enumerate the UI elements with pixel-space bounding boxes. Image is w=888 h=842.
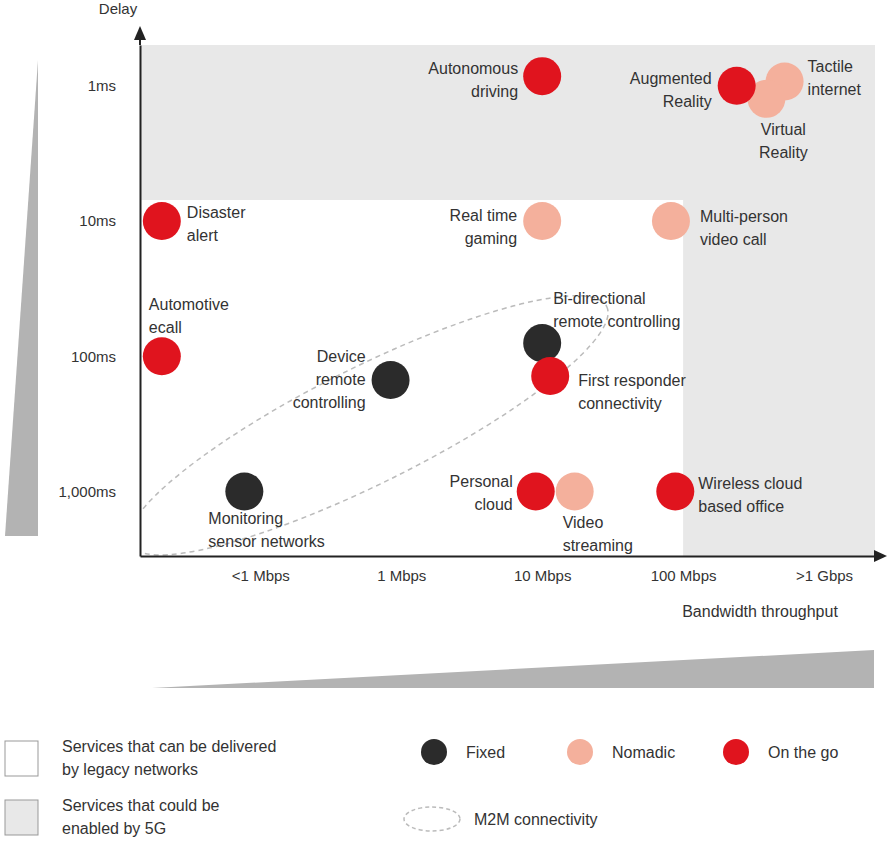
x-tick: 1 Mbps bbox=[377, 556, 426, 584]
point-label: Wireless cloud bbox=[698, 475, 802, 492]
legend-label: Services that could be bbox=[62, 797, 220, 814]
point-label: Tactile bbox=[808, 58, 853, 75]
point-label: connectivity bbox=[578, 395, 662, 412]
x-axis-line bbox=[141, 556, 876, 558]
point-label: driving bbox=[471, 83, 518, 100]
chart-container: Device remote controlling Bi-directional rem… bbox=[0, 0, 888, 842]
y-tick: 10ms bbox=[79, 212, 140, 229]
y-tick-label: 100ms bbox=[71, 348, 116, 365]
legend-label: M2M connectivity bbox=[474, 811, 598, 828]
point-label: gaming bbox=[465, 230, 517, 247]
x-tick: <1 Mbps bbox=[232, 556, 290, 584]
points bbox=[143, 57, 804, 510]
legend-label: enabled by 5G bbox=[62, 820, 166, 837]
legend-ellipse bbox=[404, 807, 460, 831]
point-label: Bi-directional bbox=[553, 290, 645, 307]
point bbox=[656, 472, 694, 510]
x-tick-label: 100 Mbps bbox=[651, 567, 717, 584]
chart-svg: Device remote controlling Bi-directional rem… bbox=[0, 0, 888, 842]
y-axis: 1ms 10ms 100ms 1,000ms bbox=[58, 46, 140, 557]
x-axis: <1 Mbps 1 Mbps 10 Mbps 100 Mbps >1 Gbps bbox=[141, 556, 876, 584]
legend-marker bbox=[723, 739, 749, 765]
legend-label: by legacy networks bbox=[62, 761, 198, 778]
legend: Services that can be delivered by legacy … bbox=[5, 738, 838, 837]
point-label: Multi-person bbox=[700, 208, 788, 225]
legend-label: Services that can be delivered bbox=[62, 738, 276, 755]
point bbox=[225, 472, 263, 510]
point-labels: Device remote controlling Bi-directional rem… bbox=[149, 58, 862, 554]
area-5g bbox=[140, 45, 875, 556]
legend-swatch bbox=[5, 800, 38, 835]
delay-wedge bbox=[5, 60, 38, 536]
point-label: based office bbox=[698, 498, 784, 515]
point-label: Monitoring bbox=[208, 510, 283, 527]
y-tick-label: 1ms bbox=[88, 77, 116, 94]
y-tick: 1ms bbox=[88, 77, 140, 94]
point-label: Augmented bbox=[630, 70, 712, 87]
x-axis-arrow bbox=[874, 550, 887, 562]
legend-label: On the go bbox=[768, 744, 838, 761]
point-label: controlling bbox=[293, 394, 366, 411]
bandwidth-wedge bbox=[152, 650, 874, 688]
point bbox=[523, 57, 561, 95]
point-label: sensor networks bbox=[208, 533, 324, 550]
point-label: ecall bbox=[149, 319, 182, 336]
point-label: Personal bbox=[450, 473, 513, 490]
point-label: Real time bbox=[450, 207, 518, 224]
point bbox=[531, 357, 569, 395]
point-label: Device bbox=[317, 348, 366, 365]
point-label: alert bbox=[187, 227, 219, 244]
x-tick-label: <1 Mbps bbox=[232, 567, 290, 584]
y-axis-title: Delay bbox=[99, 0, 138, 17]
point bbox=[556, 472, 594, 510]
point-label: remote controlling bbox=[553, 313, 680, 330]
point-label: internet bbox=[808, 81, 862, 98]
point-label: cloud bbox=[474, 496, 512, 513]
x-tick: >1 Gbps bbox=[796, 556, 853, 584]
point bbox=[652, 202, 690, 240]
y-axis-line bbox=[140, 46, 142, 557]
legend-marker bbox=[567, 739, 593, 765]
point bbox=[718, 67, 756, 105]
point-label: Disaster bbox=[187, 204, 246, 221]
point-label: First responder bbox=[578, 372, 686, 389]
point-label: video call bbox=[700, 231, 767, 248]
y-tick-label: 1,000ms bbox=[58, 483, 116, 500]
y-tick: 1,000ms bbox=[58, 483, 140, 500]
x-tick: 100 Mbps bbox=[651, 556, 717, 584]
legend-marker bbox=[421, 739, 447, 765]
point-label: Automotive bbox=[149, 296, 229, 313]
point bbox=[517, 472, 555, 510]
legend-label: Fixed bbox=[466, 744, 505, 761]
point-label: Video bbox=[563, 514, 604, 531]
y-tick-label: 10ms bbox=[79, 212, 116, 229]
legend-swatch bbox=[5, 741, 38, 776]
point-label: Virtual bbox=[761, 121, 806, 138]
point-label: Reality bbox=[759, 144, 808, 161]
point-label: Reality bbox=[663, 93, 712, 110]
x-tick-label: 10 Mbps bbox=[514, 567, 572, 584]
point bbox=[372, 361, 410, 399]
point-label: Autonomous bbox=[428, 60, 518, 77]
y-tick: 100ms bbox=[71, 348, 140, 365]
point bbox=[143, 202, 181, 240]
x-axis-title: Bandwidth throughput bbox=[682, 603, 838, 620]
x-tick: 10 Mbps bbox=[514, 556, 572, 584]
y-axis-arrow bbox=[134, 26, 146, 40]
point bbox=[143, 337, 181, 375]
legend-label: Nomadic bbox=[612, 744, 675, 761]
point-label: remote bbox=[316, 371, 366, 388]
point bbox=[523, 202, 561, 240]
plot-area bbox=[140, 45, 875, 556]
point-label: streaming bbox=[563, 537, 633, 554]
x-tick-label: >1 Gbps bbox=[796, 567, 853, 584]
x-tick-label: 1 Mbps bbox=[377, 567, 426, 584]
